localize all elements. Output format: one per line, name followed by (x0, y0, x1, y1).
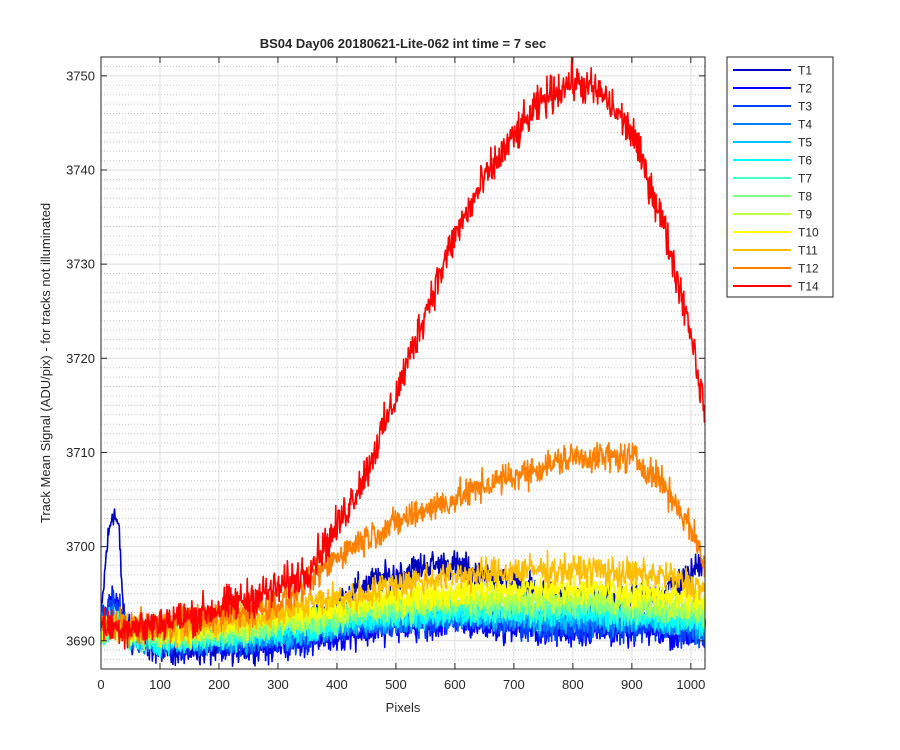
plot-frame (100, 56, 706, 670)
y-tick-label: 3720 (66, 351, 95, 366)
legend-label-t12: T12 (798, 262, 819, 276)
x-tick-label: 100 (149, 677, 171, 692)
x-tick-label: 1000 (676, 677, 705, 692)
legend-label-t8: T8 (798, 190, 812, 204)
x-axis-label: Pixels (386, 700, 421, 715)
y-tick-label: 3710 (66, 445, 95, 460)
y-axis-label: Track Mean Signal (ADU/pix) - for tracks… (38, 203, 53, 523)
legend-label-t9: T9 (798, 208, 812, 222)
legend-label-t5: T5 (798, 136, 812, 150)
legend-label-t4: T4 (798, 118, 812, 132)
y-tick-label: 3690 (66, 633, 95, 648)
x-tick-label: 900 (621, 677, 643, 692)
x-axis-ticks: 0 100 200 300 400 500 600 700 800 900 1000 (97, 57, 705, 692)
y-axis-ticks: 3690 3700 3710 3720 3730 3740 3750 (66, 68, 705, 648)
series-line-t14 (100, 57, 706, 650)
x-tick-label: 0 (97, 677, 104, 692)
legend-label-t1: T1 (798, 64, 812, 78)
y-tick-label: 3730 (66, 257, 95, 272)
chart-title: BS04 Day06 20180621-Lite-062 int time = … (260, 36, 547, 51)
x-tick-label: 500 (385, 677, 407, 692)
legend-label-t10: T10 (798, 226, 819, 240)
x-tick-label: 300 (267, 677, 289, 692)
x-tick-label: 700 (503, 677, 525, 692)
legend: T1 T2 T3 T4 T5 T6 T7 T8 T9 T10 T11 T12 T14 (726, 56, 834, 298)
legend-items: T1 T2 T3 T4 T5 T6 T7 T8 T9 T10 T11 T12 T14 (733, 64, 819, 294)
y-tick-label: 3740 (66, 162, 95, 177)
legend-label-t3: T3 (798, 100, 812, 114)
y-tick-label: 3750 (66, 68, 95, 83)
x-tick-label: 400 (326, 677, 348, 692)
series-lines (100, 57, 706, 667)
legend-label-t2: T2 (798, 82, 812, 96)
x-tick-label: 200 (208, 677, 230, 692)
legend-label-t11: T11 (798, 244, 818, 258)
x-tick-label: 600 (444, 677, 466, 692)
legend-label-t7: T7 (798, 172, 812, 186)
y-tick-label: 3700 (66, 539, 95, 554)
x-tick-label: 800 (562, 677, 584, 692)
legend-label-t14: T14 (798, 280, 819, 294)
legend-label-t6: T6 (798, 154, 812, 168)
